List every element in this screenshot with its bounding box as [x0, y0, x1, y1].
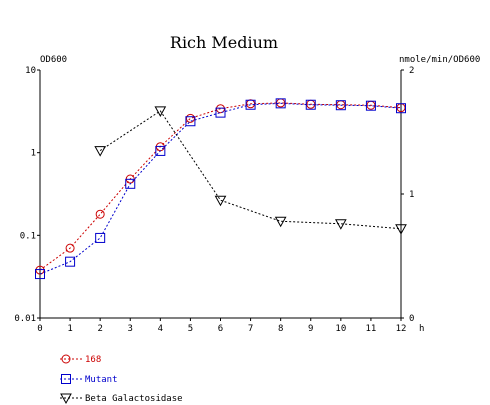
data-point-168	[65, 243, 75, 253]
data-point-beta-galactosidase	[395, 224, 407, 235]
series-line-beta-galactosidase	[99, 110, 402, 230]
left-axis-label: OD600	[40, 55, 67, 65]
right-ticks: 2 1 0	[401, 66, 414, 324]
axes	[39, 70, 402, 319]
right-axis-label: nmole/min/OD600	[399, 55, 480, 65]
left-tick-label: 1	[31, 149, 36, 159]
data-point-mutant	[215, 107, 226, 118]
data-point-beta-galactosidase	[334, 219, 347, 230]
data-point-168	[95, 209, 105, 219]
x-tick-label: 5	[188, 324, 193, 334]
legend-label-beta-galactosidase: Beta Galactosidase	[85, 394, 183, 404]
x-tick-label: 6	[218, 324, 223, 334]
x-tick-label: 11	[365, 324, 376, 334]
series-beta-galactosidase	[94, 106, 407, 235]
data-point-mutant	[365, 100, 376, 111]
data-point-mutant	[35, 269, 45, 280]
x-tick-label: 9	[308, 324, 313, 334]
x-tick-label: 10	[335, 324, 346, 334]
x-tick-label: 12	[396, 324, 407, 334]
series-line-168	[39, 102, 402, 271]
legend-marker-beta-galactosidase	[60, 393, 72, 405]
data-point-mutant	[396, 103, 406, 114]
data-point-mutant	[335, 100, 346, 111]
x-tick-label: 1	[67, 324, 72, 334]
data-point-beta-galactosidase	[94, 146, 107, 157]
series-layer	[35, 98, 407, 280]
data-point-168	[185, 113, 195, 123]
data-point-mutant	[275, 98, 286, 109]
x-tick-label: 4	[158, 324, 163, 334]
data-point-mutant	[245, 99, 256, 110]
series-168	[35, 98, 406, 275]
legend-entry-beta-galactosidase: Beta Galactosidase	[60, 393, 183, 405]
data-point-beta-galactosidase	[274, 216, 287, 228]
x-tick-label: 3	[128, 324, 133, 334]
x-tick-label: 2	[97, 324, 102, 334]
data-point-beta-galactosidase	[214, 195, 227, 207]
right-tick-label: 2	[409, 66, 414, 76]
legend: 168 Mutant Beta Galactosidase	[60, 354, 183, 405]
left-ticks: 10 1 0.1 0.01	[14, 66, 40, 324]
data-point-mutant	[305, 99, 316, 110]
data-point-mutant	[185, 116, 196, 127]
left-tick-label: 0.1	[20, 231, 36, 241]
legend-entry-168: 168	[60, 354, 101, 365]
series-line-mutant	[39, 102, 402, 275]
data-point-mutant	[125, 178, 136, 189]
legend-label-168: 168	[85, 355, 101, 365]
data-point-beta-galactosidase	[154, 106, 167, 117]
legend-entry-mutant: Mutant	[60, 374, 118, 385]
data-point-mutant	[65, 256, 76, 267]
x-tick-label: 0	[37, 324, 42, 334]
right-tick-label: 1	[409, 190, 414, 200]
data-point-mutant	[95, 232, 106, 243]
x-ticks: 0 1 2 3 4 5 6 7 8 9 10 11 12	[37, 318, 406, 334]
data-point-mutant	[155, 145, 166, 156]
x-tick-label: 8	[278, 324, 283, 334]
chart-title: Rich Medium	[170, 33, 278, 52]
x-axis-label: h	[419, 324, 424, 334]
legend-label-mutant: Mutant	[85, 375, 118, 385]
series-mutant	[35, 98, 406, 280]
legend-marker-168	[61, 354, 71, 364]
left-tick-label: 10	[25, 66, 36, 76]
left-tick-label: 0.01	[14, 314, 36, 324]
right-tick-label: 0	[409, 314, 414, 324]
legend-marker-mutant	[61, 374, 71, 384]
x-tick-label: 7	[248, 324, 253, 334]
